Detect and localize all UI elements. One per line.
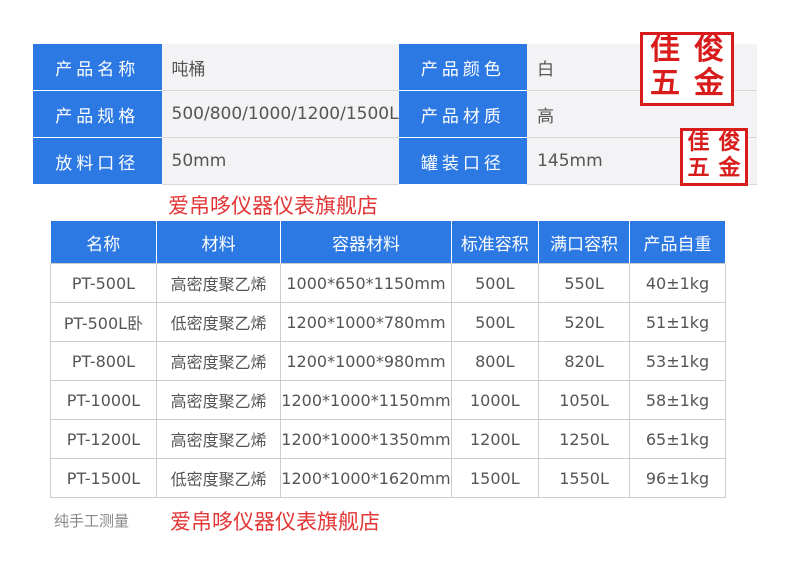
table-cell: 低密度聚乙烯 [155,458,282,498]
table-cell: 550L [538,263,631,303]
table-cell: 高密度聚乙烯 [155,341,282,381]
measurement-note: 纯手工测量 [54,512,130,530]
seal-stamp: 佳俊五金 [680,128,748,186]
table-cell: 1200*1000*1620mm [280,458,452,498]
table-cell: PT-1000L [50,380,157,420]
spec-label: 放料口径 [33,137,162,185]
table-row: PT-1200L 高密度聚乙烯 1200*1000*1350mm 1200L 1250L… [50,419,726,459]
table-cell: 1250L [538,419,631,459]
model-table: 名称 材料 容器材料 标准容积 满口容积 产品自重 PT-500L 高密度聚乙烯 1000*6… [50,221,726,498]
table-cell: 1000*650*1150mm [280,263,452,303]
table-cell: 高密度聚乙烯 [155,263,282,303]
table-row: PT-500L 高密度聚乙烯 1000*650*1150mm 500L 550L 40±1… [50,263,726,303]
table-cell: 1200*1000*980mm [280,341,452,381]
spec-table: 产品名称 吨桶 产品颜色白产品规格 500/800/1000/1200/1500L 产品… [33,44,757,185]
table-cell: 1550L [538,458,631,498]
table-cell: PT-1200L [50,419,157,459]
column-header: 产品自重 [629,221,726,264]
table-cell: 520L [538,302,631,342]
table-cell: 低密度聚乙烯 [155,302,282,342]
table-cell: 53±1kg [629,341,726,381]
spec-value: 50mm [161,137,399,185]
table-cell: 1200*1000*780mm [280,302,452,342]
column-header: 容器材料 [280,221,452,264]
column-header: 标准容积 [451,221,540,264]
table-cell: PT-500L [50,263,157,303]
table-cell: 65±1kg [629,419,726,459]
table-row: PT-1000L 高密度聚乙烯 1200*1000*1150mm 1000L 1050L… [50,380,726,420]
table-cell: 高密度聚乙烯 [155,419,282,459]
table-cell: PT-800L [50,341,157,381]
watermark-text: 爱帛哆仪器仪表旗舰店 [170,510,380,534]
table-cell: 500L [450,302,540,342]
spec-label: 产品材质 [398,90,528,138]
table-cell: 51±1kg [629,302,726,342]
spec-label: 产品规格 [33,90,162,138]
watermark-text: 爱帛哆仪器仪表旗舰店 [168,194,378,218]
seal-stamp: 佳俊五金 [640,32,734,106]
table-cell: 58±1kg [629,380,726,420]
table-cell: 500L [450,263,540,303]
spec-value: 吨桶 [161,44,399,91]
table-cell: 820L [538,341,631,381]
spec-label: 产品名称 [33,44,162,91]
table-cell: 40±1kg [629,263,726,303]
table-cell: 1200*1000*1350mm [280,419,452,459]
column-header: 名称 [50,221,157,264]
table-cell: 1200*1000*1150mm [280,380,452,420]
table-row: PT-800L 高密度聚乙烯 1200*1000*980mm 800L 820L 53±1… [50,341,726,381]
table-cell: 高密度聚乙烯 [155,380,282,420]
spec-row: 产品规格 500/800/1000/1200/1500L 产品材质高 [33,90,757,138]
table-cell: PT-500L卧 [50,302,157,342]
table-cell: 800L [450,341,540,381]
table-row: PT-1500L 低密度聚乙烯 1200*1000*1620mm 1500L 1550L… [50,458,726,498]
table-row: PT-500L卧 低密度聚乙烯 1200*1000*780mm 500L 520L 51±… [50,302,726,342]
table-cell: 96±1kg [629,458,726,498]
spec-label: 罐装口径 [398,137,528,185]
table-cell: 1200L [450,419,540,459]
table-cell: 1000L [450,380,540,420]
column-header: 满口容积 [538,221,631,264]
spec-label: 产品颜色 [398,44,528,91]
spec-value: 500/800/1000/1200/1500L [161,90,399,138]
table-cell: 1500L [450,458,540,498]
spec-row: 放料口径 50mm 罐装口径 145mm [33,137,757,185]
column-header: 材料 [156,221,282,264]
table-cell: 1050L [538,380,631,420]
table-cell: PT-1500L [50,458,157,498]
